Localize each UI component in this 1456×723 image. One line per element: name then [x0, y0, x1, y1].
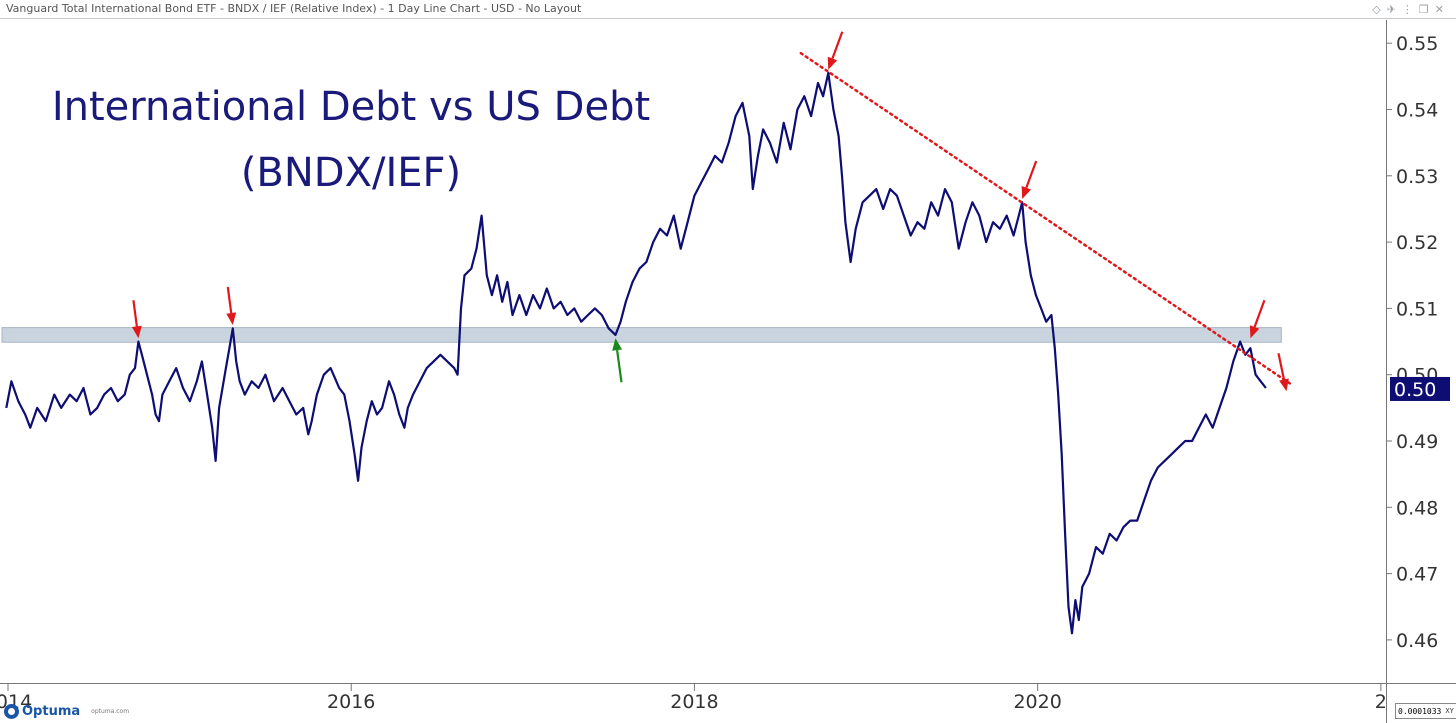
annotation-arrow-red-down [827, 31, 844, 70]
y-tick-label: 0.51 [1396, 298, 1438, 320]
arrow-shaft [226, 286, 233, 314]
last-price-badge [1390, 376, 1450, 401]
optuma-logo-icon [4, 703, 19, 719]
y-tick-label: 0.53 [1396, 166, 1438, 188]
arrow-shaft [616, 349, 623, 383]
restore-icon[interactable]: ❐ [1418, 4, 1435, 16]
plot-layer [1, 31, 1293, 635]
arrow-shaft [132, 300, 138, 327]
brand-name: Optuma [22, 703, 81, 719]
arrow-shaft [1025, 160, 1038, 189]
arrow-head [612, 338, 623, 351]
x-tick-label: 2016 [327, 691, 375, 713]
annotation-arrow-red-down [1277, 353, 1289, 392]
annotation-arrow-red-down [1249, 299, 1266, 339]
annotation-arrow-red-down [131, 300, 142, 339]
chart-subtitle: (BNDX/IEF) [240, 150, 462, 196]
arrow-shaft [1253, 299, 1266, 328]
y-tick-label: 0.52 [1396, 232, 1438, 254]
brand-logo: Optuma optuma.com [4, 702, 129, 720]
y-tick-label: 0.46 [1396, 630, 1438, 652]
chart-title: International Debt vs US Debt [51, 84, 651, 130]
arrow-head [226, 312, 237, 325]
window-controls[interactable]: ◇✈⋮❐✕ [1372, 3, 1450, 16]
diamond-icon[interactable]: ◇ [1372, 4, 1387, 16]
arrow-head [1279, 378, 1289, 392]
resistance-band [1, 327, 1282, 343]
arrow-head [1021, 186, 1032, 200]
cursor-readout[interactable]: 0.0001033 XY [1395, 703, 1456, 719]
x-tick-label: 2018 [670, 691, 718, 713]
arrow-shaft [1277, 353, 1286, 380]
brand-url: optuma.com [91, 707, 130, 715]
arrow-head [1249, 325, 1260, 339]
y-tick-label: 0.48 [1396, 497, 1438, 519]
annotation-arrow-green-up [612, 338, 623, 383]
downtrend-line [799, 51, 1293, 386]
arrow-head [827, 56, 838, 70]
window-title: Vanguard Total International Bond ETF - … [6, 2, 582, 15]
y-tick-label: 0.49 [1396, 431, 1438, 453]
xy-label: XY [1445, 707, 1454, 715]
annotation-arrow-red-down [226, 286, 237, 325]
annotation-arrow-red-down [1021, 160, 1038, 200]
x-tick-label: 2020 [1013, 691, 1061, 713]
last-price-label: 0.50 [1394, 379, 1436, 401]
x-tick-label: 2 [1375, 691, 1387, 713]
arrow-head [131, 325, 142, 339]
cursor-readout-value: 0.0001033 [1398, 706, 1442, 716]
y-tick-label: 0.54 [1396, 100, 1438, 122]
axis-layer: 0.46 0.47 0.48 0.49 0.50 0.51 0.52 0.53 0.54 0.55… [0, 18, 1456, 723]
y-tick-label: 0.55 [1396, 33, 1438, 55]
pin-icon[interactable]: ✈ [1386, 4, 1402, 16]
menu-dots-icon[interactable]: ⋮ [1401, 4, 1419, 16]
y-tick-label: 0.47 [1396, 564, 1438, 586]
close-icon[interactable]: ✕ [1434, 4, 1450, 16]
price-line-series [5, 71, 1267, 635]
arrow-shaft [831, 31, 844, 59]
